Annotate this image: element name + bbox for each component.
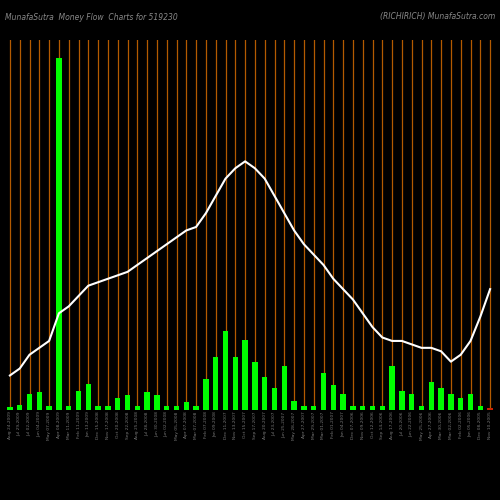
Bar: [17, 404, 22, 410]
Bar: [154, 395, 160, 410]
Bar: [399, 390, 404, 410]
Bar: [262, 376, 268, 410]
Bar: [380, 406, 385, 410]
Bar: [438, 388, 444, 410]
Bar: [390, 366, 395, 410]
Bar: [419, 406, 424, 410]
Bar: [478, 406, 483, 410]
Bar: [301, 406, 306, 410]
Bar: [448, 394, 454, 410]
Bar: [282, 366, 287, 410]
Bar: [213, 357, 218, 410]
Bar: [203, 379, 208, 410]
Text: MunafaSutra  Money Flow  Charts for 519230: MunafaSutra Money Flow Charts for 519230: [5, 12, 178, 22]
Bar: [36, 392, 42, 410]
Bar: [125, 395, 130, 410]
Bar: [194, 406, 199, 410]
Bar: [458, 398, 464, 410]
Bar: [115, 398, 120, 410]
Bar: [144, 392, 150, 410]
Bar: [7, 408, 12, 410]
Bar: [174, 406, 179, 410]
Bar: [105, 406, 110, 410]
Bar: [321, 373, 326, 410]
Bar: [350, 406, 356, 410]
Bar: [468, 394, 473, 410]
Bar: [488, 408, 493, 410]
Bar: [232, 357, 238, 410]
Bar: [330, 386, 336, 410]
Bar: [409, 394, 414, 410]
Bar: [76, 390, 81, 410]
Bar: [223, 330, 228, 410]
Bar: [360, 406, 366, 410]
Bar: [252, 362, 258, 410]
Bar: [27, 394, 32, 410]
Bar: [46, 406, 52, 410]
Bar: [428, 382, 434, 410]
Text: (RICHIRICH) MunafaSutra.com: (RICHIRICH) MunafaSutra.com: [380, 12, 495, 22]
Bar: [164, 406, 170, 410]
Bar: [66, 406, 71, 410]
Bar: [86, 384, 91, 410]
Bar: [56, 58, 62, 410]
Bar: [340, 394, 346, 410]
Bar: [292, 401, 297, 410]
Bar: [96, 406, 101, 410]
Bar: [134, 406, 140, 410]
Bar: [184, 402, 189, 410]
Bar: [242, 340, 248, 410]
Bar: [311, 406, 316, 410]
Bar: [272, 388, 277, 410]
Bar: [370, 406, 375, 410]
